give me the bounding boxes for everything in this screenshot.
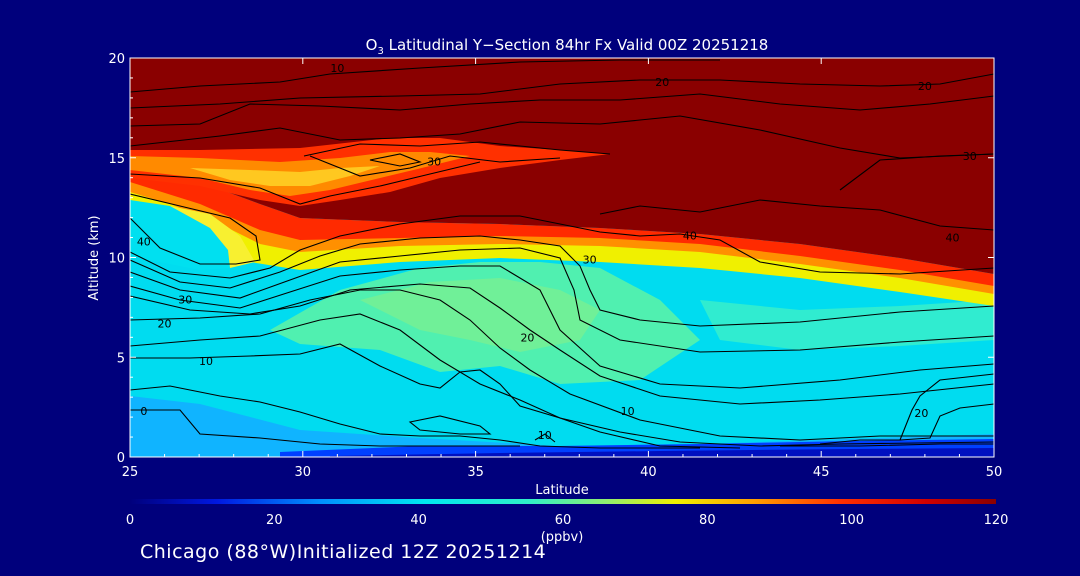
y-axis-label: Altitude (km) [87, 215, 102, 300]
contour-label: 40 [946, 232, 960, 245]
contour-label: 40 [137, 236, 151, 249]
contour-line [408, 415, 492, 435]
colorbar-tick-label: 120 [984, 513, 1009, 528]
contour-line [369, 153, 422, 167]
contour-line [534, 433, 556, 443]
field-left-pocket-yellow [170, 206, 255, 268]
y-axis: 0 5 10 15 20 [108, 52, 994, 466]
colorbar-tick-label: 60 [555, 513, 572, 528]
contour-line [130, 73, 994, 109]
contour-line [839, 153, 994, 191]
contour-line [130, 161, 481, 205]
x-tick-label: 30 [295, 465, 312, 480]
contour-line [130, 313, 994, 447]
colorbar-unit: (ppbv) [541, 530, 584, 545]
contour-line [130, 59, 720, 93]
x-tick-label: 45 [813, 465, 830, 480]
y-tick-label: 5 [117, 351, 125, 366]
field-lower-band [130, 396, 994, 457]
field-red-band [130, 168, 994, 286]
y-tick-label: 10 [108, 252, 125, 267]
contour-label: 10 [199, 355, 213, 368]
colorbar-ticks: 0 20 40 60 80 100 120 [126, 513, 1009, 528]
contour-line [599, 199, 994, 231]
contour-label: 20 [655, 76, 669, 89]
footer-caption: Chicago (88°W)Initialized 12Z 20251214 [140, 541, 547, 563]
contour-label: 20 [914, 407, 928, 420]
ozone-field: 10 10 10 20 20 20 20 20 30 30 30 30 40 40 40 0 10 [130, 58, 994, 457]
contour-lines [130, 59, 994, 449]
x-tick-label: 40 [640, 465, 657, 480]
field-tongue-yellow [190, 166, 380, 186]
contour-label: 30 [583, 253, 597, 266]
contour-label: 0 [140, 405, 147, 418]
contour-label: 30 [427, 156, 441, 169]
chart-title: O3 Latitudinal Y−Section 84hr Fx Valid 0… [366, 36, 769, 57]
colorbar-tick-label: 0 [126, 513, 134, 528]
field-mid-green-2 [360, 278, 600, 352]
contour-label: 10 [538, 429, 552, 442]
contour-label: 30 [963, 150, 977, 163]
colorbar-tick-label: 20 [266, 513, 283, 528]
contour-label: 20 [158, 317, 172, 330]
contour-label: 10 [330, 62, 344, 75]
contour-line [130, 385, 700, 449]
field-stratosphere [130, 58, 994, 274]
contour-label: 20 [520, 331, 534, 344]
contour-label: 20 [918, 80, 932, 93]
contour-label: 30 [178, 293, 192, 306]
colorbar-tick-label: 100 [839, 513, 864, 528]
contour-line [303, 141, 611, 157]
contour-line [309, 155, 561, 177]
colorbar [130, 499, 996, 504]
field-yellow-zone [130, 186, 994, 306]
contour-line [819, 403, 994, 445]
contour-label: 10 [621, 405, 635, 418]
contour-line [130, 343, 741, 449]
y-tick-label: 15 [108, 152, 125, 167]
contour-labels: 10 10 10 20 20 20 20 20 30 30 30 30 40 40 40 0 10 [137, 62, 977, 442]
contour-line [899, 373, 994, 441]
contour-line [130, 115, 994, 159]
contour-line [780, 443, 994, 447]
contour-line [130, 193, 261, 265]
field-boundary-core [330, 448, 994, 457]
contour-line [130, 247, 994, 353]
x-axis-label: Latitude [535, 483, 589, 498]
y-tick-label: 20 [108, 52, 125, 67]
contour-line [130, 265, 994, 389]
x-tick-label: 50 [986, 465, 1003, 480]
y-tick-label: 0 [117, 451, 125, 466]
contour-line [130, 289, 994, 441]
x-axis: 25 30 35 40 45 50 [122, 58, 1003, 480]
colorbar-tick-label: 40 [410, 513, 427, 528]
x-tick-label: 25 [122, 465, 139, 480]
field-right-trop [700, 300, 994, 350]
contour-line [130, 215, 994, 279]
contour-line [130, 409, 520, 447]
contour-label: 40 [683, 230, 697, 243]
contour-line [130, 235, 994, 327]
x-tick-label: 35 [467, 465, 484, 480]
field-left-pocket [130, 200, 230, 270]
contour-line [130, 93, 994, 127]
colorbar-tick-label: 80 [699, 513, 716, 528]
